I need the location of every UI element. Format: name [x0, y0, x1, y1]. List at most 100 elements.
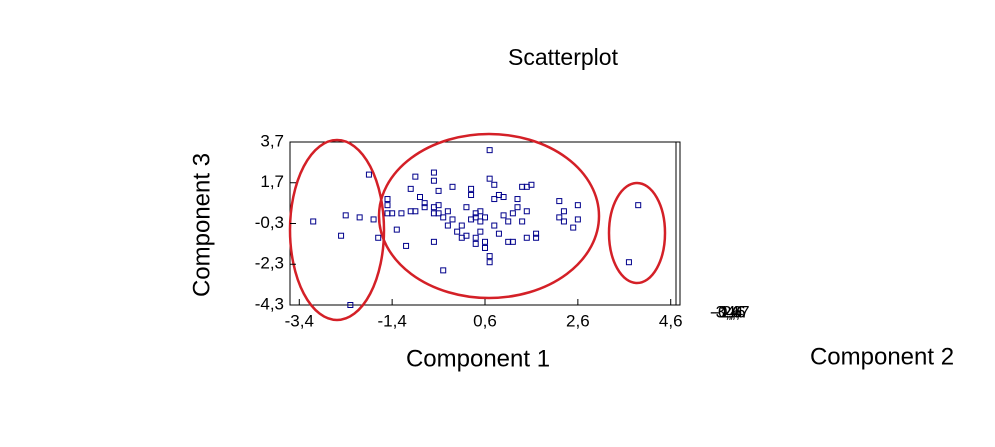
point [449, 216, 456, 223]
point [338, 232, 345, 239]
point [454, 228, 461, 235]
point [500, 194, 507, 201]
point [495, 230, 502, 237]
z-tick-label: -3,4 [710, 302, 739, 321]
point [468, 185, 475, 192]
point [347, 302, 354, 308]
x-tick-label: 2,6 [566, 311, 590, 330]
point [440, 214, 447, 221]
point [435, 187, 442, 194]
point [412, 173, 419, 180]
point [509, 238, 516, 245]
point [500, 212, 507, 219]
point [523, 234, 530, 241]
point [491, 222, 498, 229]
point [463, 232, 470, 239]
chart-title: Scatterplot [508, 44, 619, 70]
point [472, 214, 479, 221]
point [560, 218, 567, 225]
point [468, 191, 475, 198]
point [505, 218, 512, 225]
point [384, 196, 391, 203]
point [533, 230, 540, 237]
point [486, 259, 493, 266]
point [430, 238, 437, 245]
point [440, 267, 447, 274]
plot-frame [289, 141, 681, 306]
point [477, 208, 484, 215]
point [635, 202, 642, 209]
point [477, 218, 484, 225]
point [491, 196, 498, 203]
point [482, 244, 488, 251]
point [435, 210, 442, 217]
point [509, 210, 516, 217]
point [486, 253, 493, 260]
point [449, 183, 456, 190]
y-axis-label: Component 3 [188, 153, 215, 297]
z-axis-label: Component 2 [810, 343, 954, 370]
point [458, 222, 465, 229]
z-tick-label: 2,6 [722, 302, 746, 321]
point [482, 238, 488, 245]
point [472, 234, 479, 241]
x-tick-label: -1,4 [377, 311, 406, 330]
x-tick-label: -3,4 [285, 311, 314, 330]
point [403, 242, 410, 249]
cluster-annotations [288, 132, 667, 322]
point [342, 212, 349, 219]
cluster-ellipse [377, 132, 601, 300]
y-tick-label: -4,3 [255, 294, 284, 313]
point [482, 214, 488, 221]
point [574, 202, 581, 209]
point [365, 171, 372, 178]
point [421, 200, 428, 207]
point [417, 194, 423, 201]
point [486, 147, 493, 154]
point [514, 196, 521, 203]
point [310, 218, 317, 225]
point [533, 234, 540, 241]
point [625, 259, 632, 266]
y-tick-label: 3,7 [260, 131, 284, 150]
point [430, 177, 437, 184]
point [463, 204, 470, 211]
x-tick-label: 4,6 [659, 311, 683, 330]
point [486, 175, 493, 182]
point [491, 181, 498, 188]
point [430, 169, 437, 176]
point [435, 202, 442, 209]
point [412, 208, 419, 215]
x-tick-label: 0,6 [473, 311, 497, 330]
point [444, 222, 451, 229]
point [421, 204, 428, 211]
point [375, 234, 382, 241]
point [570, 224, 577, 231]
point [370, 216, 377, 223]
point [384, 202, 391, 209]
point [393, 226, 400, 233]
y-tick-label: 1,7 [260, 172, 284, 191]
point [398, 210, 405, 217]
y-tick-label: -2,3 [255, 254, 284, 273]
point [444, 208, 451, 215]
point [472, 240, 479, 247]
point [389, 210, 396, 217]
point [477, 228, 484, 235]
z-tick-label: 0,6 [718, 302, 742, 321]
cluster-ellipse [288, 138, 386, 322]
point [528, 181, 535, 188]
point [519, 218, 526, 225]
point [560, 208, 567, 215]
point [556, 214, 563, 221]
z-tick-label: 4,7 [726, 302, 750, 321]
z-tick-label: -1,4 [714, 302, 743, 321]
point [356, 214, 363, 221]
point [574, 216, 581, 223]
point [556, 198, 563, 205]
y-tick-label: -0,3 [255, 213, 284, 232]
point [514, 204, 521, 211]
cluster-ellipse [607, 181, 667, 285]
